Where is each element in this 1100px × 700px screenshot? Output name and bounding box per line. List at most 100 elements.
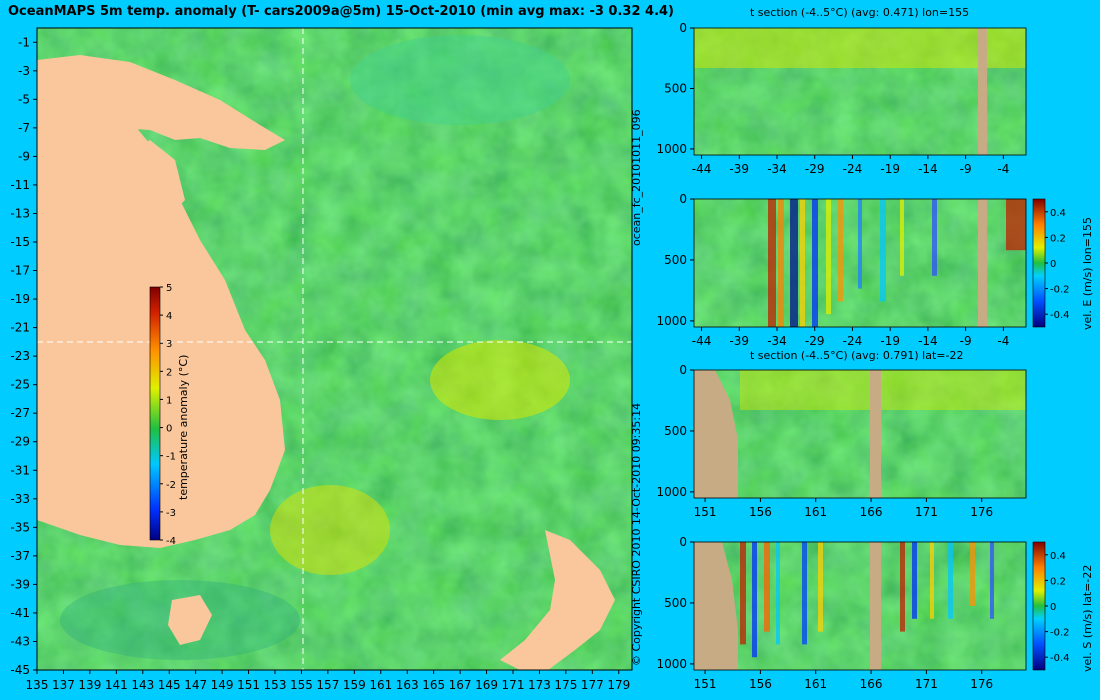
section-1-title: t section (-4..5°C) (avg: 0.471) lon=155 (750, 6, 970, 19)
section-4-frame (693, 541, 1027, 671)
velocity-stripe (752, 542, 757, 658)
section-x-tick-label: 156 (749, 505, 772, 519)
section-3-frame (693, 369, 1027, 499)
map-x-tick-label: 147 (184, 678, 207, 692)
section-1-warm (694, 28, 1026, 68)
map-y-tick-label: -39 (10, 577, 30, 591)
map-colorbar: 5 4 3 2 1 0 -1 -2 -3 -4 (149, 283, 176, 547)
section-y-tick-label: 0 (679, 535, 687, 549)
map-y-tick-label: -29 (10, 435, 30, 449)
tasmania-land (168, 595, 212, 645)
section-y-tick-label: 500 (664, 424, 687, 438)
section-colorbar-tick-label: -0.2 (1050, 628, 1070, 639)
section-3 (693, 369, 1027, 499)
section-2-colorbar-label: vel. E (m/s) lon=155 (1081, 217, 1094, 330)
section-4-land (694, 542, 738, 670)
section-3-land (694, 370, 738, 498)
section-colorbar-tick-label: -0.2 (1050, 285, 1070, 296)
velocity-stripe (800, 199, 805, 327)
velocity-stripe (818, 542, 823, 632)
velocity-stripe (930, 542, 934, 619)
section-x-tick-label: -34 (767, 334, 787, 348)
map-x-tick-label: 155 (290, 678, 313, 692)
velocity-stripe (970, 542, 975, 606)
section-3-land-ridge (870, 370, 881, 498)
section-x-tick-label: -9 (960, 334, 972, 348)
map-x-tick-label: 169 (475, 678, 498, 692)
map-x-tick-label: 139 (78, 678, 101, 692)
velocity-stripe (880, 199, 886, 302)
map-colorbar-bar (149, 286, 161, 541)
page-title: OceanMAPS 5m temp. anomaly (T- cars2009a… (8, 4, 675, 19)
map-colorbar-tick-label: 0 (166, 424, 172, 435)
section-2-colorbar (1032, 198, 1046, 328)
section-y-tick-label: 1000 (656, 314, 687, 328)
section-y-tick-label: 1000 (656, 657, 687, 671)
map-y-tick-label: -9 (18, 149, 30, 163)
section-colorbar-tick-label: -0.4 (1050, 653, 1070, 664)
section-x-tick-label: 151 (694, 505, 717, 519)
map-x-tick-label: 141 (105, 678, 128, 692)
section-x-tick-label: 176 (970, 505, 993, 519)
map-colorbar-tick-label: 5 (166, 283, 172, 294)
section-x-tick-label: -34 (767, 162, 787, 176)
section-x-tick-label: -14 (918, 162, 938, 176)
map-x-tick-label: 163 (396, 678, 419, 692)
section-3-title: t section (-4..5°C) (avg: 0.791) lat=-22 (750, 349, 964, 362)
map-y-tick-label: -33 (10, 492, 30, 506)
map-y-tick-label: -37 (10, 549, 30, 563)
section-y-tick-label: 500 (664, 596, 687, 610)
map-colorbar-tick-label: 2 (166, 367, 172, 378)
map-y-axis: -1 -3 -5 -7 -9 -11 -13 -15 -17 -19 -21 -23 -25 -27 -29… (10, 35, 37, 677)
section-y-tick-label: 0 (679, 192, 687, 206)
map-y-tick-label: -19 (10, 292, 30, 306)
section-4-colorbar-label: vel. S (m/s) lat=-22 (1081, 564, 1094, 672)
velocity-stripe (990, 542, 994, 619)
section-x-tick-label: 161 (804, 505, 827, 519)
section-x-tick-label: 166 (860, 677, 883, 691)
section-x-tick-label: -24 (843, 334, 863, 348)
copyright-label: © Copyright CSIRO 2010 14-Oct-2010 09:35… (630, 402, 643, 666)
section-y-tick-label: 0 (679, 21, 687, 35)
map-y-tick-label: -43 (10, 634, 30, 648)
map-x-tick-label: 165 (422, 678, 445, 692)
section-4-colorbar (1032, 541, 1046, 671)
section-x-tick-label: -9 (960, 162, 972, 176)
map-y-tick-label: -27 (10, 406, 30, 420)
section-colorbar-tick-label: 0 (1050, 259, 1056, 270)
map-y-tick-label: -13 (10, 206, 30, 220)
section-3-texture (694, 370, 1026, 498)
section-colorbar-tick-label: 0.4 (1050, 208, 1066, 219)
map-y-tick-label: -23 (10, 349, 30, 363)
map-x-tick-label: 157 (316, 678, 339, 692)
map-colorbar-tick-label: 3 (166, 339, 172, 350)
velocity-stripe (826, 199, 831, 315)
map-x-tick-label: 161 (369, 678, 392, 692)
map-x-tick-label: 173 (528, 678, 551, 692)
map-x-tick-label: 179 (607, 678, 630, 692)
australia-land (37, 70, 285, 548)
map-colorbar-tick-label: -4 (166, 536, 176, 547)
section-x-tick-label: 151 (694, 677, 717, 691)
map-x-axis: 135 137 139 141 143 145 147 149 151 153 155 157 159 1… (26, 670, 630, 692)
map-x-tick-label: 171 (502, 678, 525, 692)
section-colorbar-tick-label: 0.2 (1050, 233, 1066, 244)
section-x-tick-label: 166 (860, 505, 883, 519)
map-colorbar-tick-label: -2 (166, 480, 176, 491)
map-x-tick-label: 145 (158, 678, 181, 692)
section-colorbar-tick-label: -0.4 (1050, 310, 1070, 321)
velocity-stripe (838, 199, 843, 302)
warm-patch (430, 340, 570, 420)
velocity-stripe (764, 542, 770, 632)
map-y-tick-label: -41 (10, 606, 30, 620)
new-guinea-land (37, 55, 285, 150)
section-x-tick-label: -39 (729, 334, 749, 348)
section-y-tick-label: 0 (679, 363, 687, 377)
cool-patch (350, 35, 570, 125)
map-y-tick-label: -7 (18, 121, 30, 135)
velocity-stripe (802, 542, 807, 645)
map-y-tick-label: -5 (18, 92, 30, 106)
section-colorbar-tick-label: 0.4 (1050, 551, 1066, 562)
map-panel (36, 27, 633, 671)
